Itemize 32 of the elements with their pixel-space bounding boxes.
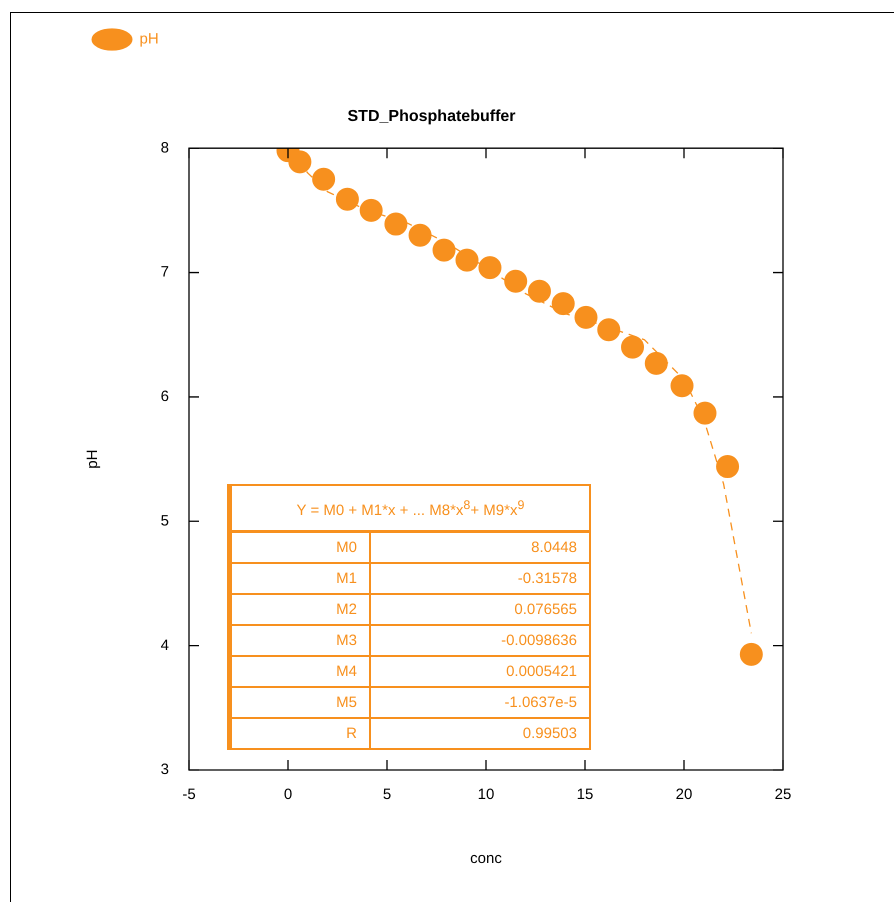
y-tick-label: 3 (160, 761, 169, 778)
y-tick-label: 5 (160, 512, 169, 530)
annotation: M5 (230, 687, 370, 718)
x-axis-title: conc (470, 850, 502, 868)
y-tick-label: 7 (160, 264, 169, 281)
x-tick-label: -5 (182, 786, 196, 804)
annotation: M3 (230, 625, 370, 656)
x-tick-label: 15 (576, 786, 594, 804)
chart-title: STD_Phosphatebuffer (347, 108, 516, 126)
annotation: -0.31578 (370, 563, 590, 594)
y-tick-label: 4 (160, 636, 169, 654)
annotation: M2 (230, 594, 370, 625)
annotation: 0.076565 (370, 594, 590, 625)
annotation: M1 (230, 563, 370, 594)
x-tick-label: 20 (676, 786, 692, 804)
x-tick-label: 5 (382, 786, 392, 804)
annotation: M0 (230, 532, 370, 563)
y-axis-title: pH (84, 450, 102, 469)
annotation: 0.99503 (370, 718, 590, 749)
x-tick-label: 0 (284, 786, 292, 804)
legend-label: pH (140, 30, 159, 48)
y-tick-label: 8 (160, 139, 169, 156)
annotation: R (230, 718, 370, 749)
annotation: Y = M0 + M1*x + ... M8*x$^{8}$+ M9*x$^{9}$ (230, 485, 590, 532)
annotation: 8.0448 (370, 532, 590, 563)
x-tick-label: 25 (774, 786, 792, 804)
annotation: -0.0098636 (370, 625, 590, 656)
y-tick-label: 6 (160, 388, 169, 406)
x-tick-label: 10 (478, 786, 494, 804)
annotation: -1.0637e-5 (370, 687, 590, 718)
annotation: M4 (230, 656, 370, 687)
annotation: 0.0005421 (370, 656, 590, 687)
